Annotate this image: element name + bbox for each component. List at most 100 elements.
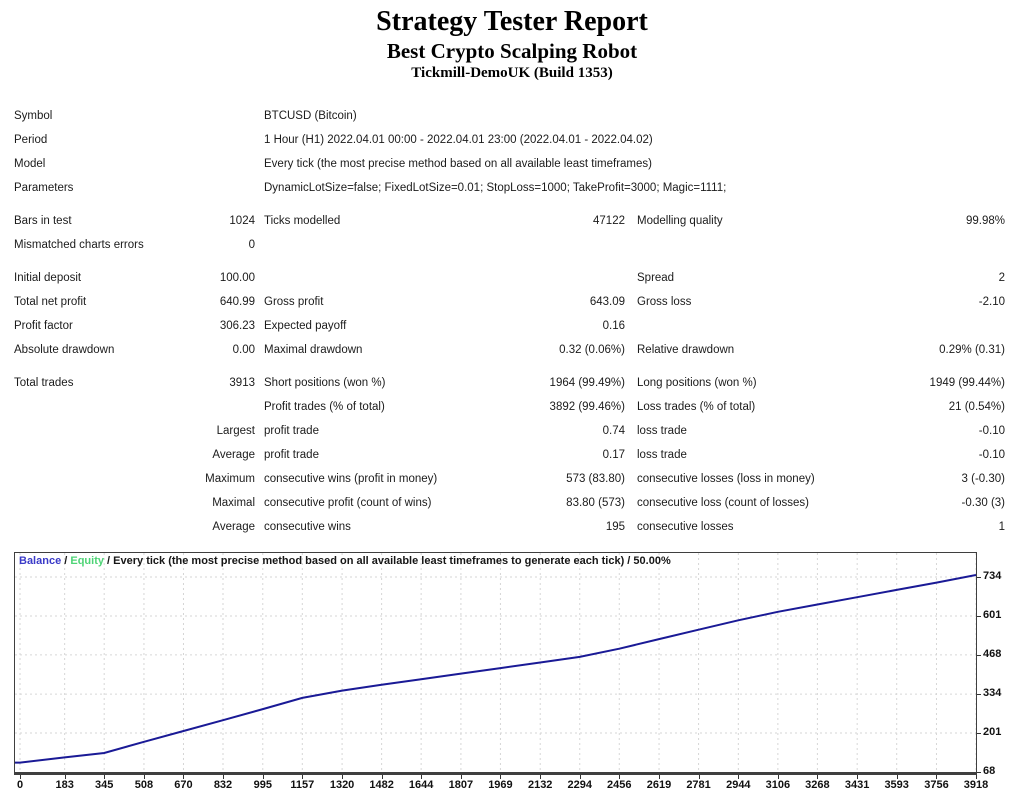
x-axis-tick	[579, 775, 581, 779]
stat-label-3: Spread	[637, 272, 675, 284]
x-axis-label: 1969	[488, 779, 513, 791]
x-axis-tick	[421, 775, 423, 779]
report-header: Strategy Tester Report Best Crypto Scalp…	[0, 5, 1024, 83]
stat-label-1: Profit factor	[14, 320, 73, 332]
stat-label-3	[625, 314, 850, 338]
stat-label-3: loss trade	[637, 449, 687, 461]
stat-value-2: 83.80 (573)	[566, 497, 625, 509]
stat-label-3: consecutive losses	[637, 521, 734, 533]
y-axis-tick	[977, 694, 981, 696]
stat-value-3: 99.98%	[965, 215, 1005, 227]
stat-value-1: Average	[212, 521, 255, 533]
x-axis-tick	[698, 775, 700, 779]
report-title: Strategy Tester Report	[376, 6, 648, 37]
stat-label-1	[14, 419, 180, 443]
stat-value-2: 3892 (99.46%)	[549, 401, 625, 413]
stat-value-2: 1964 (99.49%)	[549, 377, 625, 389]
x-axis-tick	[777, 775, 779, 779]
settings-group: Symbol BTCUSD (Bitcoin) Period 1 Hour (H1) …	[14, 104, 1005, 200]
x-axis-label: 2294	[567, 779, 592, 791]
stat-value-3: 0.29% (0.31)	[939, 344, 1005, 356]
x-axis-tick	[302, 775, 304, 779]
x-axis-label: 183	[55, 779, 74, 791]
stat-value-1: Largest	[216, 425, 255, 437]
stat-row: Average profit trade 0.17 loss trade -0.10	[14, 443, 1005, 467]
x-axis-label: 670	[174, 779, 193, 791]
setting-value: BTCUSD (Bitcoin)	[264, 110, 357, 122]
x-axis-tick	[936, 775, 938, 779]
stat-value-3	[850, 314, 1005, 338]
stat-row: Largest profit trade 0.74 loss trade -0.10	[14, 419, 1005, 443]
x-axis-label: 2619	[646, 779, 672, 791]
stat-label-1: Initial deposit	[14, 272, 82, 284]
stat-row: Bars in test 1024 Ticks modelled 47122 Model…	[14, 209, 1005, 233]
stat-value-1: Average	[212, 449, 255, 461]
stat-label-3	[625, 233, 850, 257]
chart-legend: Balance / Equity / Every tick (the most …	[19, 555, 671, 567]
x-axis-label: 508	[134, 779, 154, 791]
balance-line-svg	[15, 553, 977, 772]
stat-value-3: 1949 (99.44%)	[929, 377, 1005, 389]
y-axis-label: 601	[983, 608, 1002, 621]
stat-value-3: 3 (-0.30)	[961, 473, 1005, 485]
x-axis-label: 1482	[369, 779, 394, 791]
y-axis-tick	[977, 654, 981, 656]
stat-label-2: Gross profit	[264, 296, 324, 308]
stat-row: Mismatched charts errors 0	[14, 233, 1005, 257]
x-axis-label: 2781	[686, 779, 711, 791]
x-axis-label: 995	[253, 779, 272, 791]
x-axis-label: 3268	[805, 779, 830, 791]
x-axis-label: 2944	[726, 779, 751, 791]
x-axis-label: 2132	[527, 779, 553, 791]
stat-label-3: Relative drawdown	[637, 344, 735, 356]
chart-plot-area: Balance / Equity / Every tick (the most …	[14, 552, 977, 775]
stat-label-2: Ticks modelled	[264, 215, 341, 227]
stat-value-3: 1	[998, 521, 1005, 533]
legend-equity-label: Equity	[70, 555, 104, 567]
stat-value-2: 195	[605, 521, 625, 533]
x-axis-label: 1644	[408, 779, 434, 791]
results-groups: Bars in test 1024 Ticks modelled 47122 Model…	[14, 209, 1005, 539]
stat-label-2: Short positions (won %)	[264, 377, 386, 389]
x-axis-label: 0	[16, 779, 24, 791]
stat-label-2	[255, 233, 500, 257]
y-axis-tick	[977, 577, 981, 578]
stat-value-3: -2.10	[978, 296, 1005, 308]
stat-value-3: -0.10	[978, 449, 1005, 461]
y-axis-label: 734	[983, 570, 1002, 582]
x-axis-label: 3756	[924, 779, 949, 791]
stat-label-1: Total net profit	[14, 296, 87, 308]
stat-value-3: 2	[998, 272, 1005, 284]
stat-label-3: Modelling quality	[637, 215, 723, 227]
x-axis-tick	[619, 775, 621, 779]
x-axis-label: 832	[213, 779, 233, 791]
stat-value-2: 47122	[593, 215, 625, 227]
settings-row: Period 1 Hour (H1) 2022.04.01 00:00 - 202…	[14, 128, 1005, 152]
stat-row: Average consecutive wins 195 consecutive lo…	[14, 515, 1005, 539]
x-axis-tick	[540, 775, 542, 779]
stat-value-2: 0.32 (0.06%)	[559, 344, 625, 356]
stats-table: Symbol BTCUSD (Bitcoin) Period 1 Hour (H1) …	[14, 104, 1005, 539]
x-axis-label: 1157	[290, 779, 315, 791]
stat-value-2: 573 (83.80)	[566, 473, 625, 485]
stat-value-1: 0	[248, 239, 255, 251]
stat-value-1: 0.00	[232, 344, 255, 356]
stat-label-3: consecutive loss (count of losses)	[637, 497, 809, 509]
stat-label-1: Total trades	[14, 377, 74, 389]
y-axis-tick	[977, 615, 981, 617]
stat-value-3: 21 (0.54%)	[948, 401, 1005, 413]
stat-value-1: 3913	[229, 377, 255, 389]
y-axis-label: 334	[983, 687, 1002, 700]
stat-label-1: Mismatched charts errors	[14, 239, 144, 251]
stat-label-2: Maximal drawdown	[264, 344, 363, 356]
y-axis-tick	[977, 733, 981, 735]
x-axis-tick	[183, 775, 185, 779]
report-account: Tickmill-DemoUK (Build 1353)	[411, 65, 613, 81]
stat-label-1: Bars in test	[14, 215, 72, 227]
stat-value-2: 0.16	[602, 320, 625, 332]
stat-value-1: Maximal	[212, 497, 255, 509]
stat-label-1	[14, 467, 180, 491]
y-axis-label: 68	[983, 765, 996, 777]
stat-label-2	[255, 266, 500, 290]
legend-separator: /	[61, 555, 71, 567]
